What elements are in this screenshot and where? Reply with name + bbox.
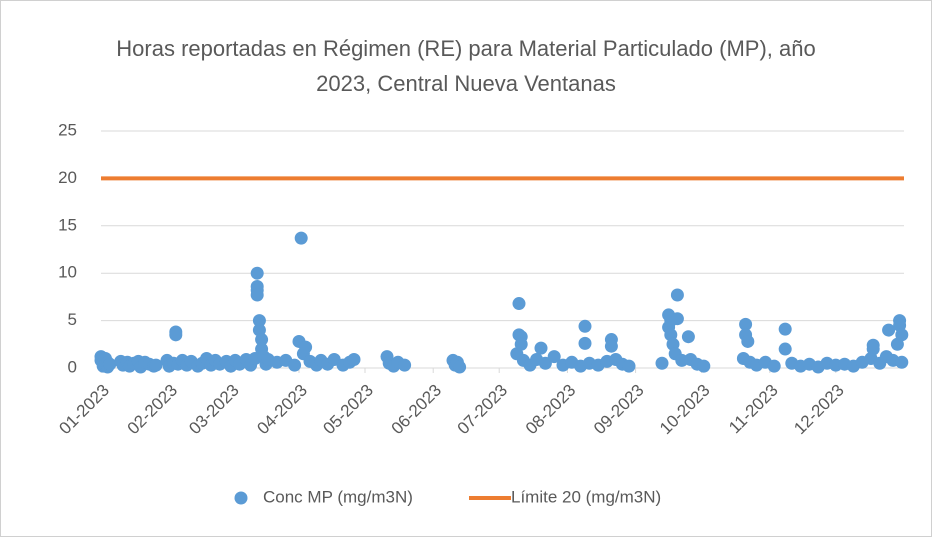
x-tick-label: 05-2023	[319, 381, 377, 439]
x-tick-label: 02-2023	[124, 381, 182, 439]
chart-title: Horas reportadas en Régimen (RE) para Ma…	[116, 36, 816, 96]
x-tick-label: 01-2023	[55, 381, 113, 439]
point	[453, 360, 467, 374]
point	[299, 340, 313, 354]
x-tick-label: 11-2023	[725, 381, 782, 438]
y-tick-label: 5	[68, 310, 77, 329]
point	[250, 288, 264, 302]
x-tick-label: 10-2023	[656, 381, 714, 439]
point	[681, 330, 695, 344]
point	[547, 350, 561, 364]
x-tick-label: 03-2023	[185, 381, 243, 439]
y-tick-label: 25	[58, 120, 77, 139]
x-tick-label: 12-2023	[790, 381, 848, 439]
point	[697, 359, 711, 373]
point	[670, 312, 684, 326]
point	[169, 328, 183, 342]
point	[250, 266, 264, 280]
point	[882, 323, 896, 337]
point	[895, 355, 909, 369]
y-tick-label: 0	[68, 357, 77, 376]
point	[288, 358, 302, 372]
point	[294, 231, 308, 245]
point	[578, 336, 592, 350]
point	[149, 358, 163, 372]
point	[655, 356, 669, 370]
x-tick-label: 07-2023	[454, 381, 512, 439]
point	[534, 341, 548, 355]
point	[767, 359, 781, 373]
point	[578, 319, 592, 333]
point	[514, 337, 528, 351]
y-tick-label: 10	[58, 263, 77, 282]
point	[398, 358, 412, 372]
legend-swatch	[234, 491, 248, 505]
point	[512, 297, 526, 311]
x-tick-label: 08-2023	[522, 381, 580, 439]
x-tick-label: 04-2023	[253, 381, 311, 439]
point	[866, 342, 880, 356]
legend-label: Conc MP (mg/m3N)	[263, 487, 413, 506]
point	[604, 339, 618, 353]
point	[739, 317, 753, 331]
point	[255, 333, 269, 347]
y-tick-label: 20	[58, 168, 77, 187]
point	[347, 352, 361, 366]
x-tick-label: 06-2023	[388, 381, 446, 439]
point	[778, 342, 792, 356]
point	[778, 322, 792, 336]
point	[103, 357, 117, 371]
point	[670, 288, 684, 302]
point	[895, 328, 909, 342]
y-tick-label: 15	[58, 215, 77, 234]
point	[622, 359, 636, 373]
point	[741, 334, 755, 348]
legend-label: Límite 20 (mg/m3N)	[511, 487, 661, 506]
point	[538, 356, 552, 370]
x-tick-label: 09-2023	[590, 381, 648, 439]
point	[252, 314, 266, 328]
